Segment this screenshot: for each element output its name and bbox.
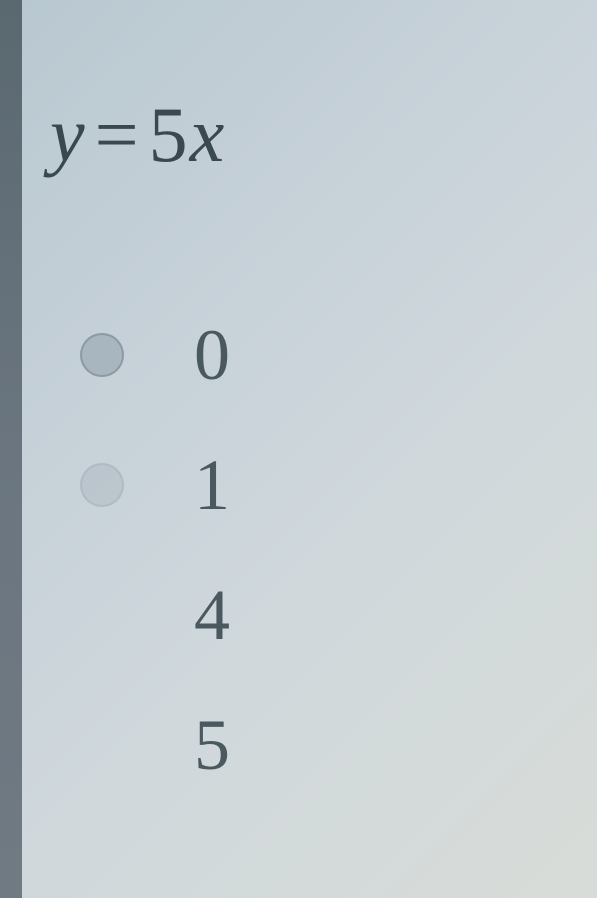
option-row[interactable]: 1 xyxy=(80,450,597,520)
equation-coef: 5 xyxy=(149,91,190,178)
equation-equals: = xyxy=(95,91,141,178)
radio-button[interactable] xyxy=(80,593,124,637)
radio-button[interactable] xyxy=(80,723,124,767)
option-label: 5 xyxy=(194,704,230,787)
content-area: y=5x 0 1 4 5 xyxy=(0,0,597,780)
option-row[interactable]: 0 xyxy=(80,320,597,390)
radio-button[interactable] xyxy=(80,463,124,507)
equation-var-y: y xyxy=(50,91,87,178)
option-label: 1 xyxy=(194,444,230,527)
radio-button[interactable] xyxy=(80,333,124,377)
left-border xyxy=(0,0,22,898)
equation-var-x: x xyxy=(190,91,227,178)
option-row[interactable]: 4 xyxy=(80,580,597,650)
option-label: 0 xyxy=(194,314,230,397)
option-row[interactable]: 5 xyxy=(80,710,597,780)
options-group: 0 1 4 5 xyxy=(50,320,597,780)
equation: y=5x xyxy=(50,90,597,180)
option-label: 4 xyxy=(194,574,230,657)
